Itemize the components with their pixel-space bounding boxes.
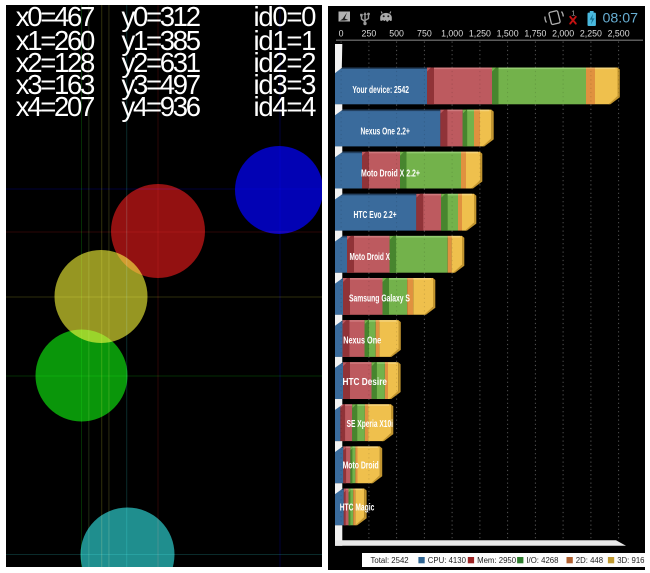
svg-text:0: 0 xyxy=(339,29,344,39)
svg-text:1,000: 1,000 xyxy=(441,29,463,39)
svg-text:1,500: 1,500 xyxy=(497,29,519,39)
svg-text:CPU: 4130: CPU: 4130 xyxy=(428,556,467,565)
svg-text:Nexus One: Nexus One xyxy=(343,335,381,346)
svg-text:750: 750 xyxy=(417,29,432,39)
svg-text:I/O: 4268: I/O: 4268 xyxy=(526,556,558,565)
svg-text:250: 250 xyxy=(362,29,377,39)
svg-text:Samsung Galaxy S: Samsung Galaxy S xyxy=(349,294,410,305)
svg-text:2,500: 2,500 xyxy=(608,29,630,39)
svg-text:2,250: 2,250 xyxy=(580,29,602,39)
svg-text:1,750: 1,750 xyxy=(524,29,546,39)
svg-text:Moto Droid X 2.2+: Moto Droid X 2.2+ xyxy=(361,168,420,179)
svg-text:Total: 2542: Total: 2542 xyxy=(371,556,409,565)
svg-text:Nexus One 2.2+: Nexus One 2.2+ xyxy=(361,127,410,138)
svg-text:Moto Droid X: Moto Droid X xyxy=(350,252,391,263)
svg-text:SE Xperia X10i: SE Xperia X10i xyxy=(347,419,394,430)
svg-text:500: 500 xyxy=(389,29,404,39)
svg-text:1,250: 1,250 xyxy=(469,29,491,39)
svg-text:08:07: 08:07 xyxy=(603,11,639,27)
svg-text:HTC Desire: HTC Desire xyxy=(343,377,388,388)
svg-text:2D: 448: 2D: 448 xyxy=(576,556,603,565)
svg-text:Your device: 2542: Your device: 2542 xyxy=(352,85,409,96)
svg-text:Mem: 2950: Mem: 2950 xyxy=(477,556,517,565)
svg-text:HTC Magic: HTC Magic xyxy=(340,502,375,513)
svg-text:3D: 916: 3D: 916 xyxy=(617,556,644,565)
svg-text:HTC Evo 2.2+: HTC Evo 2.2+ xyxy=(354,210,397,221)
svg-text:1: 1 xyxy=(571,9,575,18)
svg-text:2,000: 2,000 xyxy=(552,29,574,39)
svg-text:Moto Droid: Moto Droid xyxy=(343,461,379,472)
